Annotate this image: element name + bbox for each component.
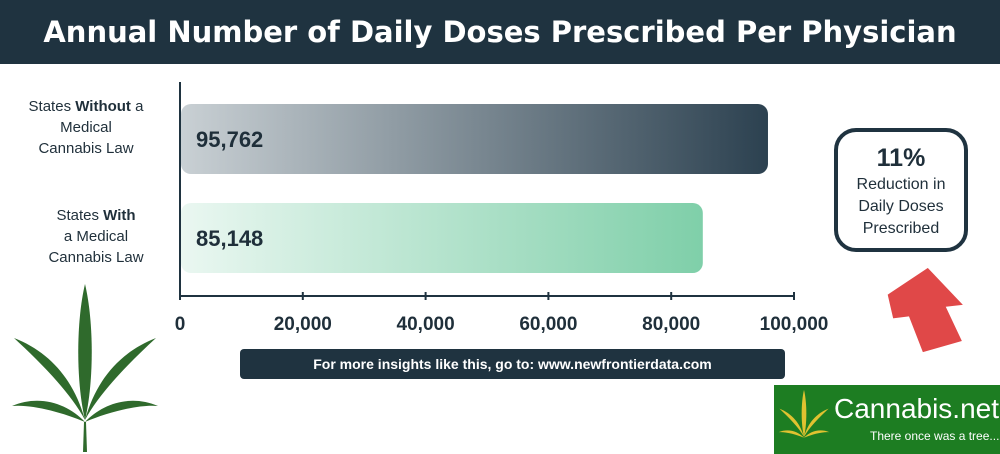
x-tick-label: 0	[175, 314, 186, 335]
chart-title: Annual Number of Daily Doses Prescribed …	[43, 15, 957, 49]
x-tick-label: 100,000	[760, 314, 829, 335]
bar-with-law-value-label: 85,148	[196, 226, 263, 251]
up-arrow-icon	[884, 264, 970, 356]
reduction-callout: 11% Reduction in Daily Doses Prescribed	[834, 128, 968, 252]
callout-percent: 11%	[876, 144, 926, 172]
bar-without-law	[181, 104, 768, 174]
x-tick-label: 80,000	[642, 314, 700, 335]
logo-tagline: There once was a tree...	[870, 429, 1000, 443]
x-tick-label: 40,000	[397, 314, 455, 335]
category-label-with: States With a Medical Cannabis Law	[48, 207, 144, 266]
bar-chart: 95,762 85,148 0 20,000 40,000 60,000 80,000 10…	[175, 82, 829, 335]
x-tick-label: 60,000	[519, 314, 577, 335]
callout-text: Reduction in Daily Doses Prescribed	[856, 176, 946, 237]
cannabis-leaf-icon	[12, 284, 158, 452]
bar-without-law-value-label: 95,762	[196, 127, 263, 152]
cannabis-net-logo[interactable]: Cannabis.net There once was a tree...	[774, 385, 1000, 454]
logo-leaf-icon	[778, 389, 830, 438]
bar-with-law	[181, 203, 703, 273]
x-tick-label: 20,000	[274, 314, 332, 335]
title-bar: Annual Number of Daily Doses Prescribed …	[0, 0, 1000, 64]
logo-name: Cannabis.net	[834, 393, 1000, 424]
category-label-without: States Without a Medical Cannabis Law	[28, 98, 144, 157]
footer-banner: For more insights like this, go to: www.…	[240, 349, 785, 379]
